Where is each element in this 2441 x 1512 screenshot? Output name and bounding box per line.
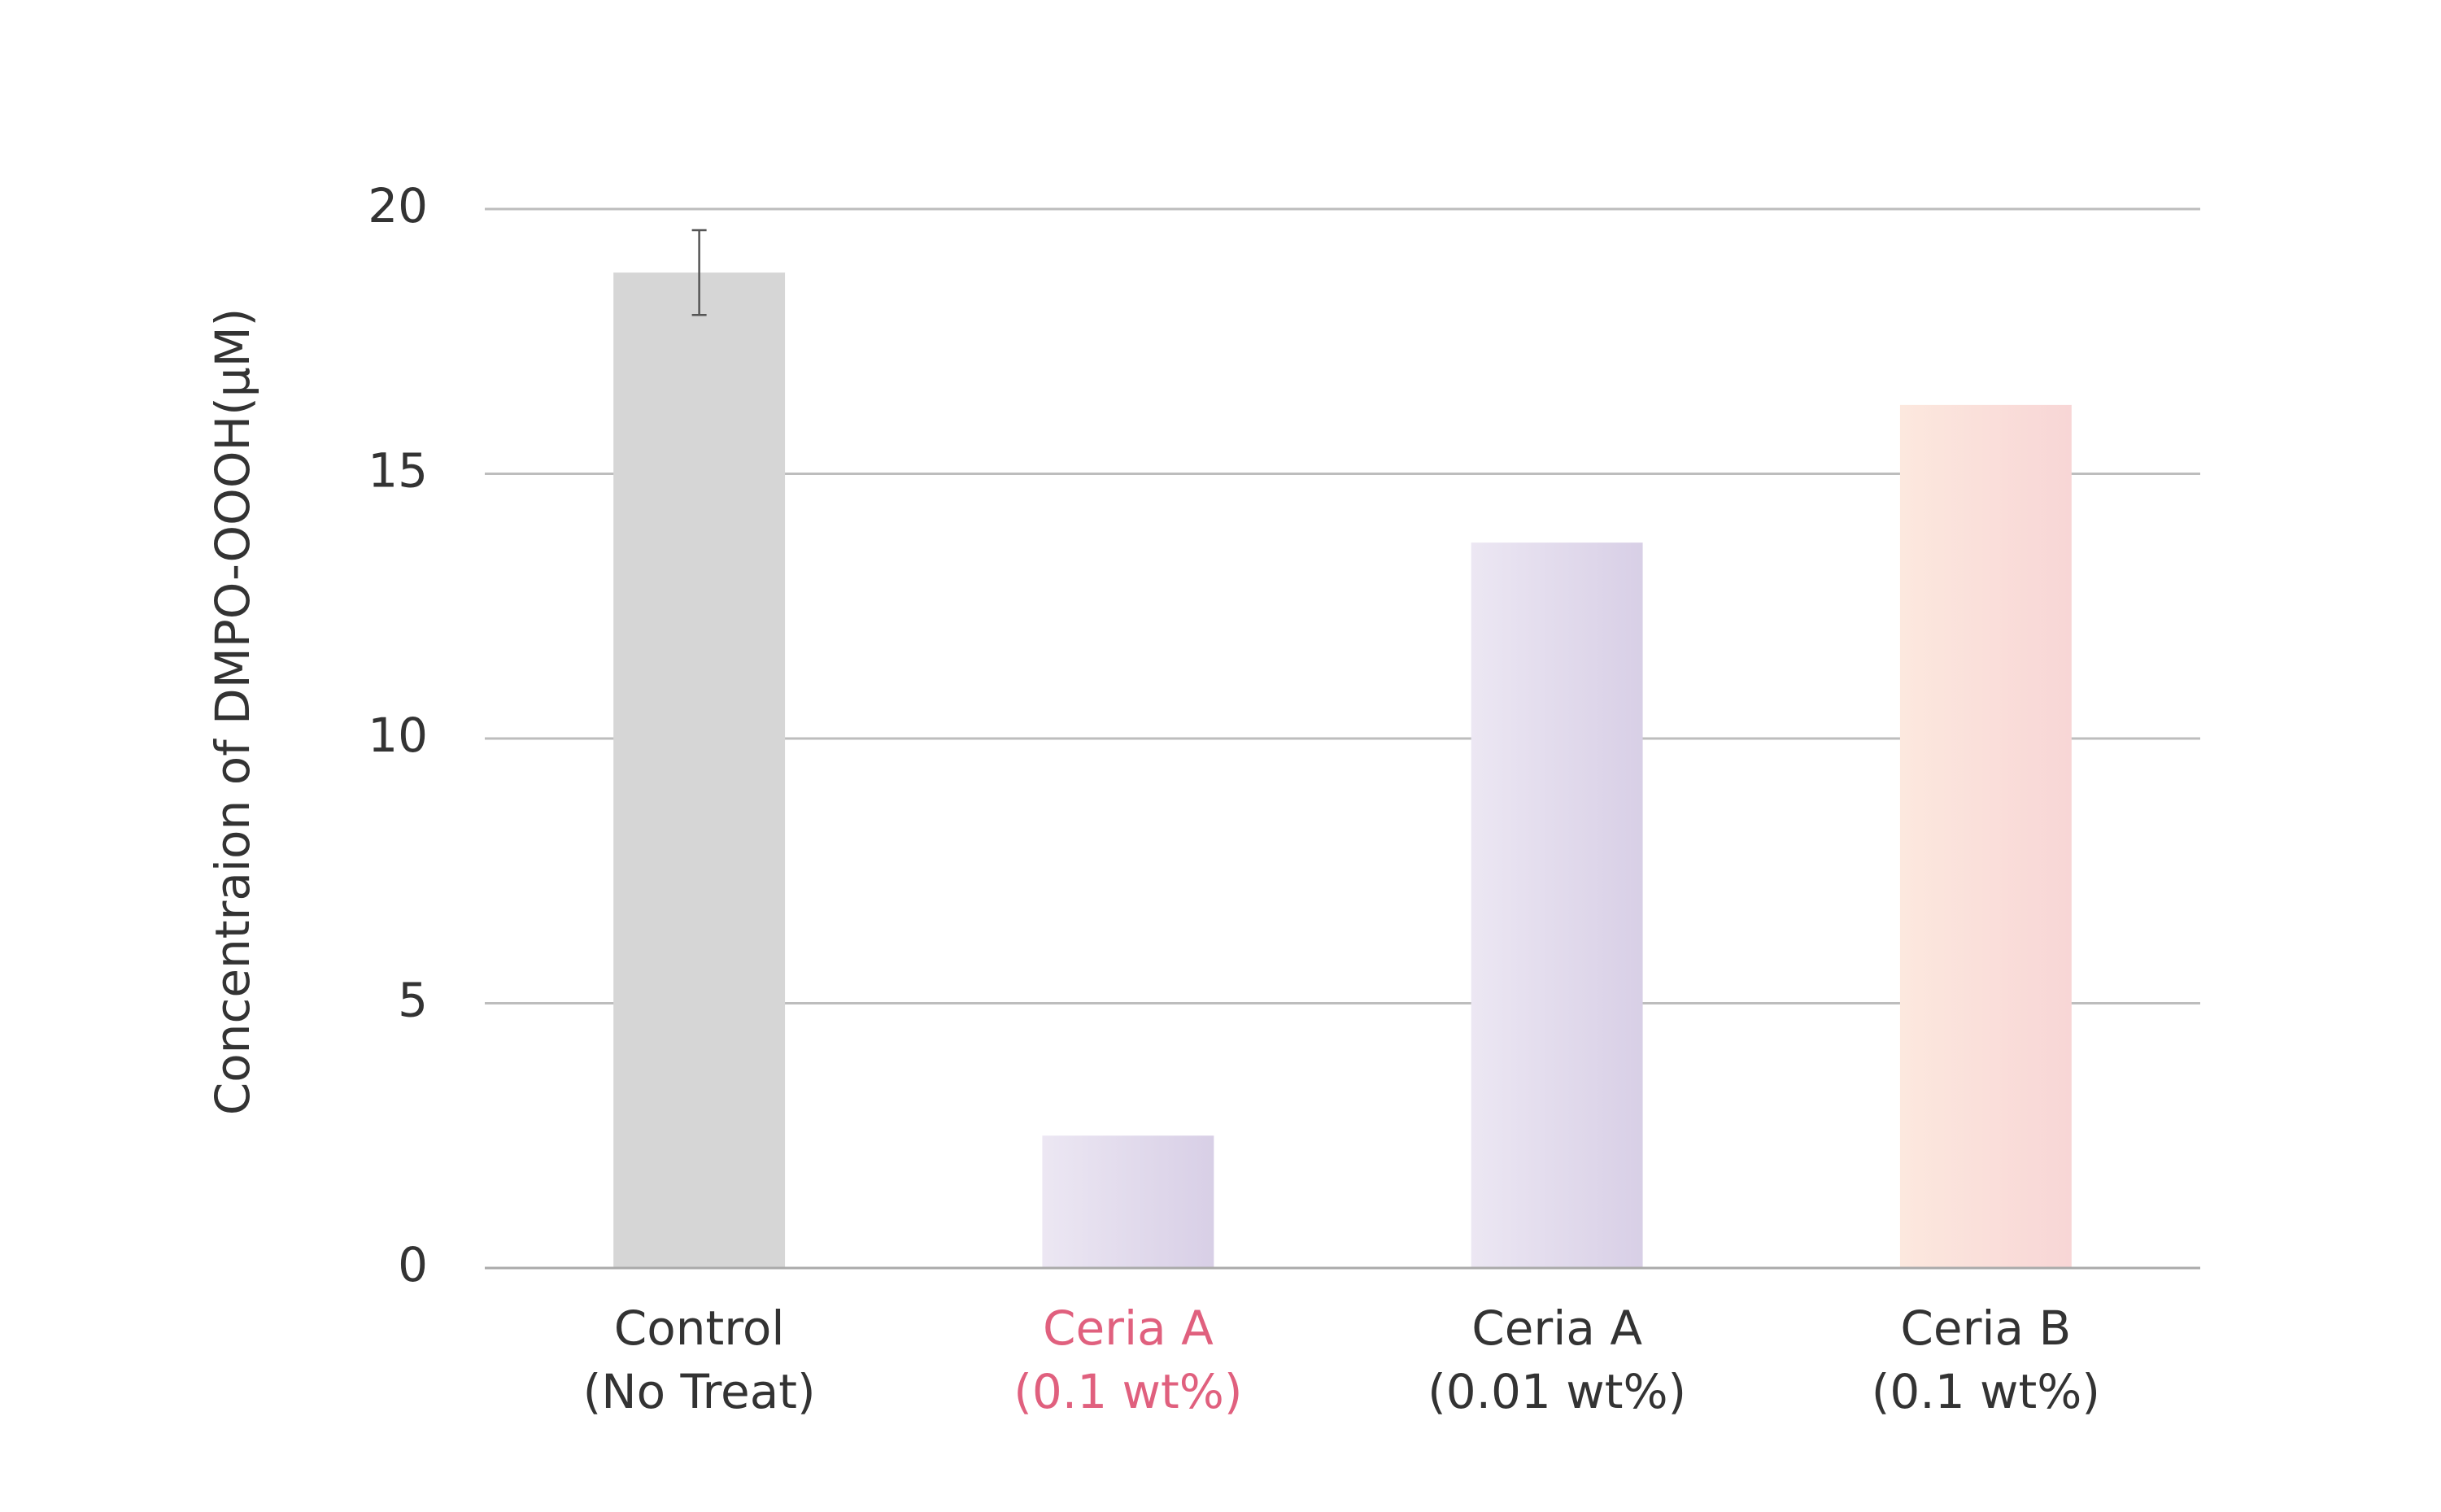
y-tick-label: 20 (368, 178, 428, 233)
bar (1471, 542, 1643, 1268)
y-tick-label: 0 (398, 1237, 428, 1292)
x-tick-label: Control (614, 1301, 785, 1356)
x-tick-label: (0.1 wt%) (1013, 1364, 1242, 1419)
x-tick-label: (No Treat) (583, 1364, 816, 1419)
y-tick-label: 15 (368, 443, 428, 499)
x-tick-label: Ceria A (1471, 1301, 1642, 1356)
bar (1899, 404, 2072, 1268)
x-tick-label: (0.1 wt%) (1872, 1364, 2100, 1419)
y-axis-title: Concentraion of DMPO-OOOH(μM) (205, 308, 260, 1116)
bar (613, 272, 786, 1268)
bar (1042, 1135, 1214, 1268)
y-tick-label: 5 (398, 973, 428, 1028)
x-tick-label: (0.01 wt%) (1428, 1364, 1686, 1419)
x-tick-label: Ceria A (1043, 1301, 1214, 1356)
y-tick-label: 10 (368, 708, 428, 763)
x-tick-label: Ceria B (1900, 1301, 2071, 1356)
